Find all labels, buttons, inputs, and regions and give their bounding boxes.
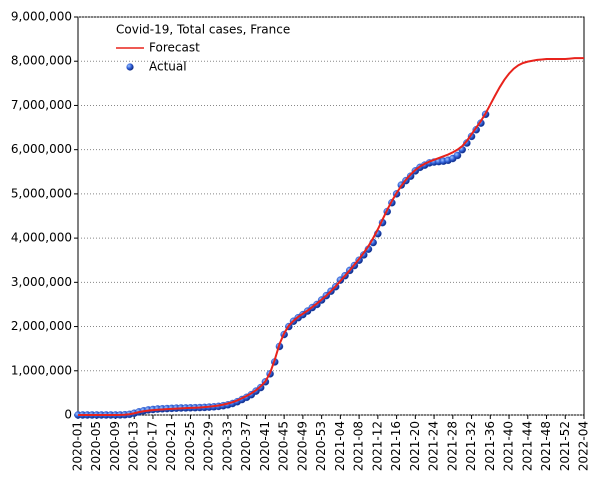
- legend-label: Actual: [149, 60, 187, 74]
- x-tick-label: 2020-49: [295, 421, 309, 471]
- actual-point: [453, 151, 462, 160]
- y-tick-label: 6,000,000: [11, 142, 72, 156]
- y-tick-label: 9,000,000: [11, 10, 72, 24]
- x-tick-label: 2020-33: [220, 421, 234, 471]
- legend-label: Forecast: [149, 41, 200, 55]
- x-tick-label: 2020-01: [71, 421, 85, 471]
- x-tick-label: 2021-48: [539, 421, 553, 471]
- actual-point: [406, 172, 415, 180]
- chart-title: Covid-19, Total cases, France: [116, 23, 290, 37]
- y-tick-label: 0: [64, 408, 72, 422]
- y-tick-label: 2,000,000: [11, 319, 72, 333]
- y-tick-label: 4,000,000: [11, 231, 72, 245]
- x-tick-label: 2021-40: [502, 421, 516, 471]
- y-tick-label: 8,000,000: [11, 54, 72, 68]
- x-tick-label: 2020-09: [108, 421, 122, 471]
- x-tick-label: 2021-04: [333, 421, 347, 471]
- y-tick-label: 5,000,000: [11, 186, 72, 200]
- x-tick-label: 2021-28: [445, 421, 459, 471]
- x-tick-label: 2021-52: [558, 421, 572, 471]
- x-tick-label: 2021-16: [389, 421, 403, 471]
- x-tick-label: 2022-04: [577, 421, 591, 471]
- x-tick-label: 2020-25: [183, 421, 197, 471]
- x-tick-label: 2020-05: [89, 421, 103, 471]
- x-tick-label: 2021-20: [408, 421, 422, 471]
- forecast-line: [78, 57, 584, 416]
- x-tick-label: 2021-36: [483, 421, 497, 471]
- x-tick-label: 2021-32: [464, 421, 478, 471]
- y-tick-label: 7,000,000: [11, 98, 72, 112]
- x-tick-label: 2021-24: [427, 421, 441, 471]
- x-tick-label: 2020-17: [145, 421, 159, 471]
- x-tick-label: 2021-08: [352, 421, 366, 471]
- x-tick-label: 2021-44: [520, 421, 534, 471]
- x-tick-label: 2021-12: [370, 421, 384, 471]
- plot-frame: [77, 16, 585, 416]
- legend-swatch: [126, 63, 134, 71]
- x-tick-label: 2020-13: [127, 421, 141, 471]
- x-tick-label: 2020-37: [239, 421, 253, 471]
- y-tick-label: 3,000,000: [11, 275, 72, 289]
- x-tick-label: 2020-45: [277, 421, 291, 471]
- x-tick-label: 2020-29: [202, 421, 216, 471]
- x-tick-label: 2020-53: [314, 421, 328, 471]
- x-tick-label: 2020-21: [164, 421, 178, 471]
- y-tick-label: 1,000,000: [11, 363, 72, 377]
- x-tick-label: 2020-41: [258, 421, 272, 471]
